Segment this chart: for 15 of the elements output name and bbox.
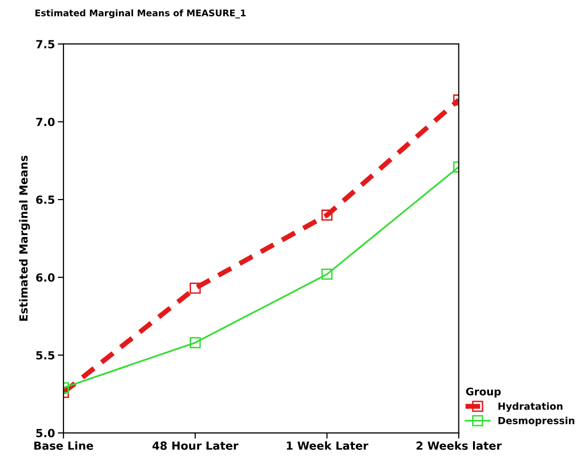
y-tick-label: 7.0 (36, 118, 55, 126)
x-tick-label: 2 Weeks later (416, 441, 502, 450)
y-tick-label: 7.5 (36, 40, 54, 48)
legend-label: Desmopressin (498, 416, 574, 426)
y-tick-label: 5.5 (36, 351, 54, 360)
x-tick-label: 48 Hour Later (152, 441, 238, 450)
y-tick-label: 6.5 (36, 196, 54, 204)
x-tick-label: Base Line (34, 441, 94, 450)
legend-title: Group (466, 388, 501, 398)
legend-label: Hydratation (498, 402, 562, 412)
x-tick-label: 1 Week Later (286, 441, 368, 450)
chart-title: Estimated Marginal Means of MEASURE_1 (35, 9, 246, 18)
y-tick-label: 5.0 (36, 428, 55, 438)
y-axis-title: Estimated Marginal Means (19, 156, 30, 321)
y-tick-label: 6.0 (36, 273, 55, 282)
